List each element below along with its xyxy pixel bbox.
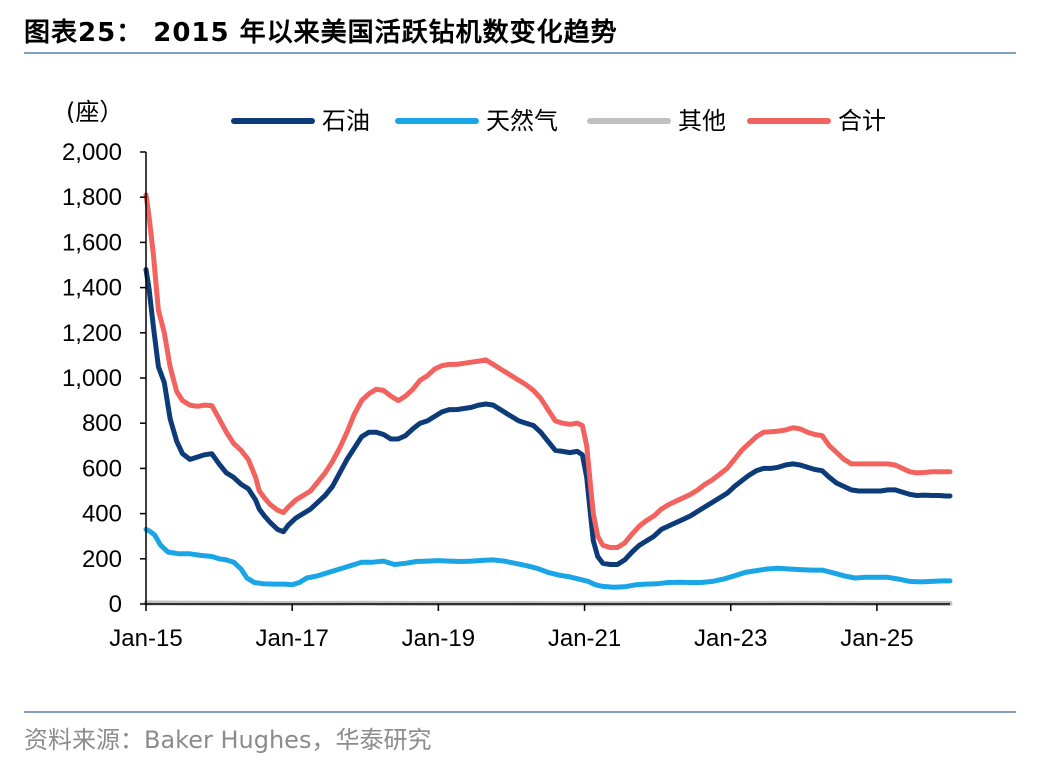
legend-label-1: 天然气 [486,107,558,135]
y-tick-label: 0 [109,591,122,618]
y-tick-label: 1,600 [62,229,122,256]
title-divider [24,52,1016,54]
legend: 石油 天然气 其他 合计 [231,107,886,135]
source-note: 资料来源：Baker Hughes，华泰研究 [24,726,432,754]
y-tick-label: 1,000 [62,365,122,392]
x-tick-label: Jan-19 [402,625,475,652]
x-tick-label: Jan-15 [109,625,182,652]
axes: 0 200 400 600 800 1,000 1,200 1,400 1,600 1,800 2,… [62,139,950,652]
y-tick-label: 1,400 [62,275,122,302]
y-tick-label: 400 [82,501,122,528]
y-tick-label: 2,000 [62,139,122,166]
legend-label-2: 其他 [678,107,726,135]
y-tick-label: 600 [82,455,122,482]
y-tick-label: 800 [82,410,122,437]
series-line-1 [143,526,953,590]
y-tick-label: 1,200 [62,320,122,347]
series-layer [143,192,953,607]
source-divider [24,711,1016,713]
x-tick-label: Jan-25 [840,625,913,652]
legend-label-3: 合计 [838,107,886,135]
y-tick-label: 1,800 [62,184,122,211]
x-tick-label: Jan-17 [255,625,328,652]
chart-title: 图表25： 2015 年以来美国活跃钻机数变化趋势 [24,18,618,48]
line-chart: 石油 天然气 其他 合计 (座） 0 200 400 600 800 1,000 1,200 1,4… [62,98,953,652]
x-tick-label: Jan-21 [548,625,621,652]
series-line-3 [143,192,953,550]
legend-label-0: 石油 [322,107,370,135]
y-tick-label: 200 [82,546,122,573]
x-tick-label: Jan-23 [694,625,767,652]
series-line-0 [143,267,953,567]
y-axis-unit-label: (座） [66,98,123,126]
